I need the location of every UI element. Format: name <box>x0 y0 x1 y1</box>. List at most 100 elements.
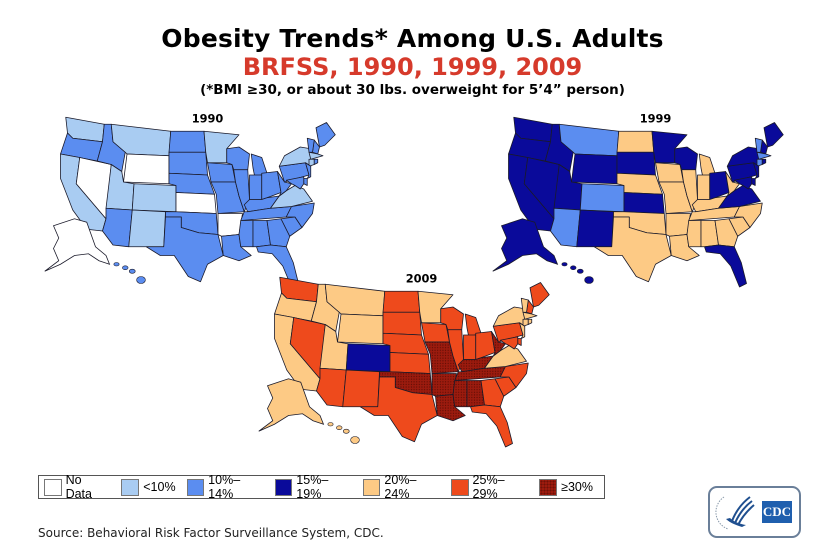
state-wy <box>571 153 618 185</box>
legend-label: No Data <box>65 473 92 501</box>
hhs-eagle-icon <box>715 496 755 530</box>
state-ma <box>756 151 772 160</box>
state-de <box>517 338 522 346</box>
state-co <box>579 183 625 213</box>
legend-label: 15%–19% <box>296 473 329 501</box>
state-fl <box>704 244 747 288</box>
state-co <box>345 343 391 373</box>
state-ne <box>382 332 429 355</box>
state-me <box>529 282 550 308</box>
state-va <box>270 185 313 209</box>
state-ia <box>421 322 450 343</box>
state-ma <box>522 311 538 320</box>
state-hi-island <box>584 276 594 284</box>
state-ms <box>452 380 468 408</box>
state-vt <box>754 137 763 153</box>
cdc-logo: CDC <box>708 486 801 538</box>
state-wy <box>123 153 170 185</box>
state-az <box>102 207 133 248</box>
legend-label: ≥30% <box>561 480 593 494</box>
state-hi-island <box>576 268 584 274</box>
legend-label: <10% <box>143 480 176 494</box>
legend-item-no-data: No Data <box>44 473 110 501</box>
map-1990: 1990 <box>40 112 340 288</box>
legend-label: 25%–29% <box>472 473 505 501</box>
state-vt <box>306 137 315 153</box>
state-in <box>249 174 263 200</box>
state-ia <box>655 162 684 183</box>
legend-item-15-19: 15%–19% <box>274 473 352 501</box>
legend-swatch <box>362 478 381 496</box>
state-de <box>751 178 756 186</box>
legend-swatch <box>121 478 140 496</box>
choropleth-1990: 1990 <box>44 112 336 288</box>
source-note: Source: Behavioral Risk Factor Surveilla… <box>38 526 384 540</box>
state-me <box>315 122 336 148</box>
state-in <box>463 334 477 360</box>
legend-swatch <box>450 478 469 496</box>
state-ms <box>686 220 702 248</box>
chart-footnote: (*BMI ≥30, or about 30 lbs. overweight f… <box>200 82 625 98</box>
state-oh <box>709 171 730 200</box>
state-az <box>550 207 581 248</box>
state-md <box>285 176 305 190</box>
cdc-logo-text: CDC <box>762 501 792 523</box>
state-tx <box>359 376 438 443</box>
legend-swatch <box>539 478 558 496</box>
legend-item-10-14: 10%–14% <box>186 473 264 501</box>
map-year-label: 2009 <box>406 272 438 286</box>
state-me <box>763 122 784 148</box>
map-2009: 2009 <box>254 272 554 448</box>
state-oh <box>475 331 496 360</box>
state-ks <box>389 352 431 374</box>
state-nj <box>305 162 312 179</box>
state-co <box>131 183 177 213</box>
state-hi-island <box>570 265 577 270</box>
legend-item-lt10: <10% <box>121 478 176 496</box>
state-ny <box>278 146 313 167</box>
legend-swatch <box>44 478 62 496</box>
state-vt <box>520 297 529 313</box>
state-hi-island <box>113 262 120 267</box>
state-hi-island <box>561 262 568 267</box>
state-ri <box>313 158 319 165</box>
state-hi-island <box>128 268 136 274</box>
chart-title: Obesity Trends* Among U.S. Adults <box>161 24 664 53</box>
state-hi-island <box>122 265 129 270</box>
state-nd <box>616 130 655 153</box>
state-nm <box>342 369 380 408</box>
state-az <box>316 367 347 408</box>
legend-item-ge30: ≥30% <box>539 478 593 496</box>
state-ak <box>492 218 559 272</box>
state-nj <box>753 162 760 179</box>
map-1999: 1999 <box>488 112 788 288</box>
state-tx <box>145 216 224 283</box>
state-hi-island <box>342 428 350 434</box>
legend-item-20-24: 20%–24% <box>362 473 440 501</box>
state-oh <box>261 171 282 200</box>
state-ri <box>761 158 767 165</box>
state-tx <box>593 216 672 283</box>
state-ks <box>175 192 217 214</box>
state-nd <box>168 130 207 153</box>
state-va <box>718 185 761 209</box>
map-year-label: 1990 <box>192 112 224 126</box>
state-ia <box>207 162 236 183</box>
state-sd <box>382 311 422 336</box>
legend-item-25-29: 25%–29% <box>450 473 528 501</box>
legend-swatch <box>274 478 293 496</box>
state-ny <box>726 146 761 167</box>
state-ne <box>616 172 663 195</box>
state-sd <box>168 151 208 176</box>
map-year-label: 1999 <box>640 112 672 126</box>
state-sd <box>616 151 656 176</box>
chart-subtitle: BRFSS, 1990, 1999, 2009 <box>242 53 583 81</box>
state-ak <box>258 378 325 432</box>
state-hi-island <box>327 422 334 427</box>
state-nj <box>519 322 526 339</box>
choropleth-2009: 2009 <box>258 272 550 448</box>
legend: No Data <10% 10%–14% 15%–19% 20%–24% 25%… <box>38 473 605 501</box>
state-nm <box>576 209 614 248</box>
state-md <box>499 336 519 350</box>
state-hi-island <box>136 276 146 284</box>
